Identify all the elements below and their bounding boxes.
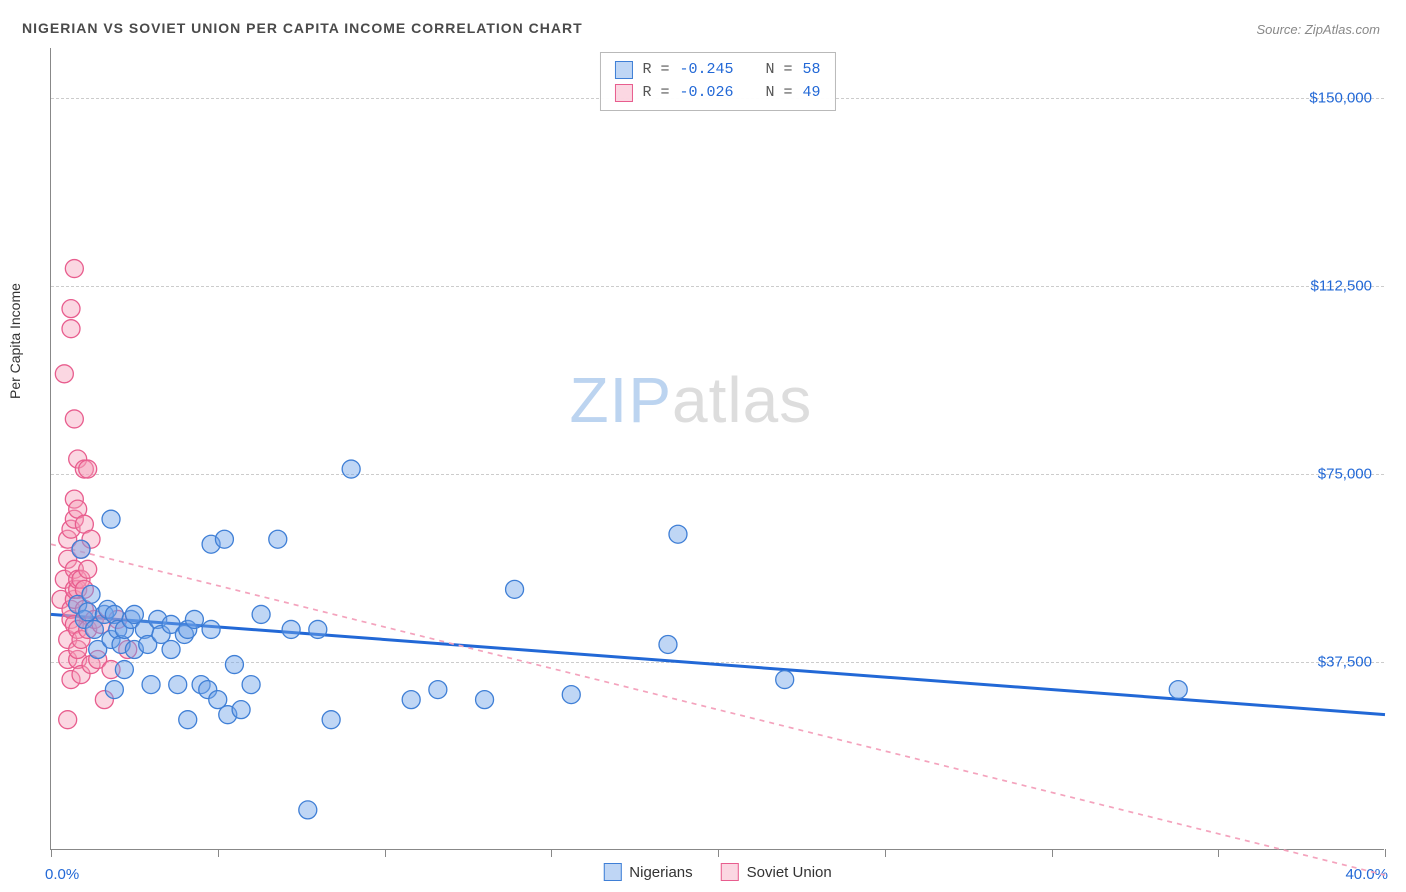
data-point[interactable] <box>65 410 83 428</box>
data-point[interactable] <box>59 711 77 729</box>
legend-item: Nigerians <box>603 863 692 881</box>
data-point[interactable] <box>82 585 100 603</box>
trend-line <box>51 544 1385 875</box>
x-tick <box>885 849 886 857</box>
data-point[interactable] <box>79 460 97 478</box>
stat-r-label: R = <box>642 59 669 82</box>
plot-area: Per Capita Income ZIPatlas $37,500$75,00… <box>50 48 1384 850</box>
data-point[interactable] <box>55 365 73 383</box>
data-point[interactable] <box>79 560 97 578</box>
stat-r-label: R = <box>642 82 669 105</box>
data-point[interactable] <box>429 681 447 699</box>
x-tick <box>1385 849 1386 857</box>
data-point[interactable] <box>72 540 90 558</box>
x-tick <box>385 849 386 857</box>
data-point[interactable] <box>215 530 233 548</box>
data-point[interactable] <box>282 620 300 638</box>
data-point[interactable] <box>1169 681 1187 699</box>
stat-r-value: -0.245 <box>679 59 733 82</box>
legend-label: Nigerians <box>629 864 692 881</box>
data-point[interactable] <box>669 525 687 543</box>
legend-swatch <box>603 863 621 881</box>
x-tick <box>1052 849 1053 857</box>
stat-row: R = -0.026 N = 49 <box>614 82 820 105</box>
data-point[interactable] <box>105 681 123 699</box>
data-point[interactable] <box>242 676 260 694</box>
stat-n-value: 49 <box>803 82 821 105</box>
data-point[interactable] <box>65 260 83 278</box>
data-point[interactable] <box>115 661 133 679</box>
correlation-stat-box: R = -0.245 N = 58 R = -0.026 N = 49 <box>599 52 835 111</box>
x-tick <box>551 849 552 857</box>
data-point[interactable] <box>776 671 794 689</box>
data-point[interactable] <box>562 686 580 704</box>
data-point[interactable] <box>269 530 287 548</box>
y-axis-label: Per Capita Income <box>7 283 23 399</box>
data-point[interactable] <box>79 603 97 621</box>
data-point[interactable] <box>102 510 120 528</box>
series-legend: Nigerians Soviet Union <box>603 863 831 881</box>
data-point[interactable] <box>169 676 187 694</box>
x-tick <box>1218 849 1219 857</box>
data-point[interactable] <box>506 580 524 598</box>
legend-swatch <box>721 863 739 881</box>
legend-label: Soviet Union <box>747 864 832 881</box>
data-point[interactable] <box>476 691 494 709</box>
chart-title: NIGERIAN VS SOVIET UNION PER CAPITA INCO… <box>22 20 1384 36</box>
stat-row: R = -0.245 N = 58 <box>614 59 820 82</box>
data-point[interactable] <box>225 656 243 674</box>
data-point[interactable] <box>659 635 677 653</box>
x-tick <box>218 849 219 857</box>
stat-swatch <box>614 61 632 79</box>
data-point[interactable] <box>179 711 197 729</box>
data-point[interactable] <box>402 691 420 709</box>
stat-r-value: -0.026 <box>679 82 733 105</box>
data-point[interactable] <box>309 620 327 638</box>
data-point[interactable] <box>162 641 180 659</box>
trend-line <box>51 614 1385 714</box>
data-point[interactable] <box>322 711 340 729</box>
scatter-svg-layer <box>51 48 1384 849</box>
x-tick <box>718 849 719 857</box>
chart-container: NIGERIAN VS SOVIET UNION PER CAPITA INCO… <box>0 0 1406 892</box>
x-axis-min-label: 0.0% <box>45 866 79 883</box>
data-point[interactable] <box>142 676 160 694</box>
data-point[interactable] <box>62 320 80 338</box>
source-attribution: Source: ZipAtlas.com <box>1256 22 1380 37</box>
stat-n-label: N = <box>766 82 793 105</box>
legend-item: Soviet Union <box>721 863 832 881</box>
stat-swatch <box>614 84 632 102</box>
data-point[interactable] <box>232 701 250 719</box>
data-point[interactable] <box>299 801 317 819</box>
stat-n-value: 58 <box>803 59 821 82</box>
data-point[interactable] <box>202 620 220 638</box>
data-point[interactable] <box>342 460 360 478</box>
data-point[interactable] <box>185 610 203 628</box>
data-point[interactable] <box>252 605 270 623</box>
x-tick <box>51 849 52 857</box>
data-point[interactable] <box>62 300 80 318</box>
stat-n-label: N = <box>766 59 793 82</box>
